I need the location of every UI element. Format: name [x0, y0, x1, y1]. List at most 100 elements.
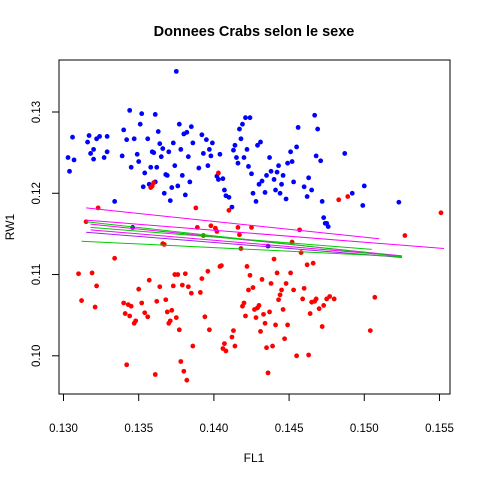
- data-point: [206, 327, 212, 333]
- data-point: [190, 343, 196, 349]
- data-point: [167, 318, 173, 324]
- data-point: [91, 146, 96, 152]
- data-point: [288, 270, 293, 276]
- data-point: [310, 260, 316, 266]
- data-point: [124, 362, 130, 368]
- data-point: [65, 155, 71, 160]
- data-point: [185, 154, 191, 160]
- data-point: [241, 300, 247, 306]
- data-point: [231, 147, 236, 153]
- data-point: [306, 175, 312, 181]
- data-point: [250, 285, 256, 290]
- data-point: [367, 328, 373, 334]
- x-tick-label: 0.130: [49, 423, 78, 435]
- data-point: [360, 203, 366, 208]
- data-point: [298, 250, 304, 255]
- data-point: [160, 146, 166, 151]
- data-point: [270, 343, 275, 349]
- x-axis-label: FL1: [244, 451, 265, 465]
- data-point: [112, 255, 118, 261]
- data-point: [216, 177, 221, 182]
- data-point: [300, 296, 306, 302]
- data-point: [237, 232, 242, 238]
- series-1: [76, 170, 444, 383]
- data-point: [250, 190, 256, 196]
- data-point: [142, 170, 148, 176]
- data-point: [214, 229, 220, 234]
- data-point: [285, 322, 290, 328]
- data-point: [321, 303, 327, 308]
- y-axis-label: RW1: [3, 213, 17, 240]
- data-point: [304, 262, 310, 268]
- data-point: [306, 352, 312, 358]
- data-point: [234, 155, 239, 160]
- data-point: [173, 315, 179, 321]
- fit-line-7: [81, 240, 402, 258]
- data-point: [273, 322, 278, 328]
- data-point: [247, 272, 253, 278]
- data-point: [136, 286, 142, 292]
- axes-layer: 0.130 0.135 0.140 0.145 0.150 0.155 0.10 0.11 0.…: [31, 101, 454, 435]
- data-point: [205, 268, 211, 274]
- data-point: [140, 184, 146, 190]
- data-point: [97, 133, 103, 139]
- data-point: [88, 151, 93, 156]
- data-point: [161, 242, 167, 247]
- data-point: [206, 146, 212, 152]
- data-point: [182, 192, 188, 198]
- data-point: [175, 272, 181, 277]
- data-point: [361, 183, 367, 189]
- data-point: [190, 140, 196, 146]
- data-point: [243, 115, 248, 121]
- data-point: [325, 224, 331, 229]
- data-point: [271, 256, 277, 262]
- y-tick-label: 0.12: [31, 182, 43, 204]
- data-point: [181, 368, 187, 374]
- data-point: [79, 298, 84, 303]
- data-point: [264, 172, 269, 178]
- data-point: [295, 125, 301, 130]
- data-point: [226, 194, 232, 200]
- data-point: [249, 171, 254, 177]
- data-point: [121, 300, 127, 306]
- data-point: [313, 153, 319, 159]
- x-tick-label: 0.135: [124, 423, 153, 435]
- data-point: [331, 296, 337, 302]
- data-point: [205, 163, 211, 169]
- data-point: [276, 297, 281, 303]
- data-point: [396, 199, 402, 205]
- data-point: [232, 142, 238, 148]
- data-point: [203, 137, 209, 143]
- data-point: [220, 176, 226, 182]
- data-point: [137, 121, 143, 127]
- data-point: [154, 298, 160, 304]
- data-point: [438, 210, 444, 216]
- data-point: [249, 225, 254, 230]
- data-point: [128, 303, 134, 309]
- data-point: [179, 172, 185, 178]
- fit-line-2: [90, 229, 380, 255]
- data-point: [261, 311, 266, 317]
- data-point: [226, 207, 232, 213]
- data-point: [91, 156, 96, 162]
- data-point: [94, 283, 99, 289]
- data-point: [121, 127, 127, 133]
- data-point: [283, 196, 289, 202]
- data-point: [274, 270, 280, 276]
- data-point: [285, 160, 290, 166]
- data-point: [199, 132, 205, 138]
- data-point: [101, 155, 107, 160]
- data-point: [112, 199, 118, 204]
- data-point: [229, 204, 235, 210]
- data-point: [158, 154, 164, 160]
- data-point: [258, 329, 263, 334]
- data-point: [291, 179, 296, 185]
- data-point: [127, 107, 133, 113]
- data-point: [246, 164, 251, 169]
- data-layer: [65, 68, 444, 383]
- data-point: [240, 121, 245, 127]
- data-point: [161, 190, 167, 196]
- data-point: [294, 144, 300, 150]
- data-point: [187, 179, 193, 185]
